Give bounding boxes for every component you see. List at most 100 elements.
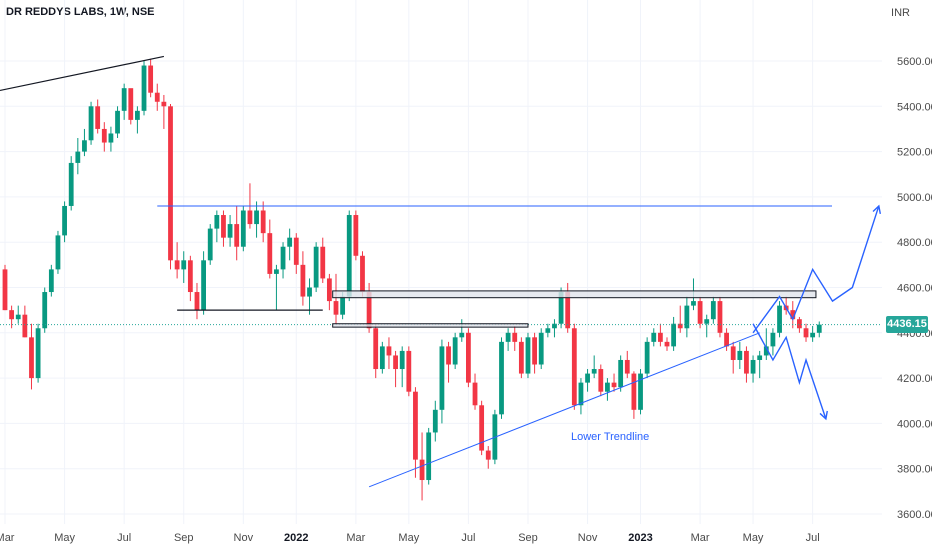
candle-body — [75, 151, 81, 163]
candle — [115, 106, 120, 139]
candle-body — [366, 292, 372, 329]
candle — [671, 316, 677, 351]
candle-body — [717, 301, 723, 333]
candle — [704, 314, 710, 338]
candle — [320, 237, 326, 283]
arrowhead-down — [819, 410, 828, 421]
grid-lines — [0, 0, 882, 524]
candle — [379, 341, 385, 374]
candle — [744, 346, 749, 383]
candle-body — [287, 237, 293, 247]
candle-body — [42, 292, 48, 329]
candle — [578, 378, 584, 415]
candle — [664, 337, 670, 351]
candle-body — [326, 278, 332, 302]
candle-body — [187, 260, 193, 293]
candle — [35, 323, 41, 383]
candle — [201, 251, 206, 315]
candle-body — [55, 235, 61, 270]
candle-body — [267, 233, 273, 274]
candle-body — [148, 65, 154, 93]
candle — [730, 341, 736, 374]
upper-trendline — [0, 55, 165, 92]
candle-body — [413, 391, 418, 460]
candle-body — [101, 128, 107, 143]
candle-body — [35, 328, 41, 379]
projection-down — [752, 323, 827, 420]
y-tick-label: 3600.00 — [897, 509, 932, 521]
candle-body — [499, 341, 504, 415]
candle-body — [174, 260, 180, 270]
candle-body — [512, 332, 518, 342]
candle-body — [671, 323, 677, 347]
drawings — [0, 55, 882, 488]
candle-body — [379, 346, 385, 370]
candle — [386, 337, 392, 370]
candle — [624, 350, 630, 379]
candle — [154, 83, 160, 111]
candle — [128, 88, 134, 125]
candle-body — [300, 264, 306, 297]
candle-body — [307, 287, 312, 297]
candle-body — [631, 373, 637, 410]
candle-body — [128, 88, 134, 120]
candle — [267, 219, 273, 279]
candle — [532, 332, 537, 374]
candle — [227, 215, 233, 247]
candle-body — [227, 224, 233, 238]
y-tick-label: 5400.00 — [897, 101, 932, 113]
candle — [174, 242, 180, 279]
candle — [194, 282, 200, 320]
candle-body — [552, 323, 557, 329]
candle-body — [260, 210, 266, 234]
candle-body — [181, 260, 187, 270]
candle — [790, 301, 796, 329]
candle — [426, 427, 432, 485]
candle — [525, 332, 531, 379]
candle-body — [2, 269, 8, 311]
lower-trendline-label: Lower Trendline — [571, 431, 650, 443]
candle — [187, 255, 193, 302]
candle — [618, 355, 624, 392]
y-tick-label: 4800.00 — [897, 237, 932, 249]
y-tick-label: 5600.00 — [897, 56, 932, 68]
candle-body — [161, 101, 167, 107]
x-tick-label: Jul — [117, 532, 131, 544]
candle-body — [141, 65, 147, 111]
candle — [439, 339, 445, 424]
candle — [406, 346, 412, 397]
candle-body — [797, 319, 802, 329]
candle — [48, 264, 54, 297]
candle-body — [22, 314, 28, 338]
candle-body — [598, 369, 604, 392]
candle — [797, 316, 802, 333]
candle-body — [777, 305, 782, 333]
y-tick-label: 3800.00 — [897, 464, 932, 476]
lower-trendline — [368, 332, 760, 488]
candle-body — [644, 341, 650, 374]
candle — [260, 201, 266, 243]
candle-body — [48, 269, 54, 293]
candle — [545, 323, 551, 338]
candle — [485, 446, 491, 469]
candle-body — [439, 346, 445, 410]
candle-body — [691, 301, 696, 306]
candle — [168, 104, 173, 270]
candle-body — [221, 215, 226, 238]
candle — [677, 305, 683, 333]
candle-body — [710, 301, 716, 320]
candle — [697, 296, 703, 329]
candle-body — [757, 355, 763, 360]
candle-body — [247, 210, 253, 225]
candle-body — [207, 228, 213, 261]
candle-body — [240, 210, 246, 247]
candle-body — [29, 337, 34, 379]
candle-body — [605, 382, 610, 392]
candle-body — [406, 350, 412, 392]
candle — [373, 323, 379, 379]
candle-body — [313, 246, 319, 288]
candle — [684, 296, 690, 338]
candle-body — [664, 341, 670, 347]
candle — [605, 378, 610, 401]
